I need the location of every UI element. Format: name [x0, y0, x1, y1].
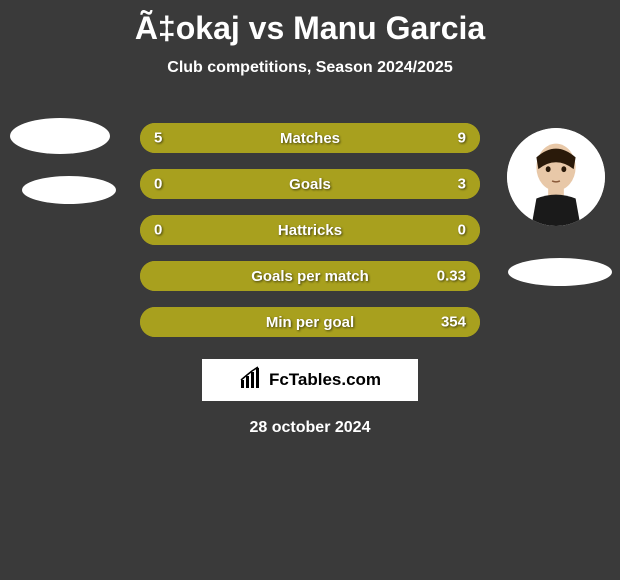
stat-label: Goals per match — [251, 268, 369, 285]
stat-row: 5 Matches 9 — [140, 123, 480, 153]
date-text: 28 october 2024 — [0, 419, 620, 437]
stat-label: Goals — [289, 176, 331, 193]
stat-value-right: 3 — [458, 176, 466, 193]
stat-row: Goals per match 0.33 — [140, 261, 480, 291]
comparison-title: Ã‡okaj vs Manu Garcia — [0, 0, 620, 47]
stat-value-left: 0 — [154, 222, 162, 239]
stat-row: Min per goal 354 — [140, 307, 480, 337]
stat-value-right: 0.33 — [437, 268, 466, 285]
stat-label: Hattricks — [278, 222, 342, 239]
stat-value-left: 0 — [154, 176, 162, 193]
stat-row: 0 Hattricks 0 — [140, 215, 480, 245]
player-right-avatar — [507, 128, 605, 226]
brand-text: FcTables.com — [269, 370, 381, 390]
stat-label: Min per goal — [266, 314, 354, 331]
stat-row: 0 Goals 3 — [140, 169, 480, 199]
comparison-subtitle: Club competitions, Season 2024/2025 — [0, 59, 620, 77]
brand-box[interactable]: FcTables.com — [202, 359, 418, 401]
chart-icon — [239, 366, 263, 395]
player-right-badge — [508, 258, 612, 286]
player-left-badge — [22, 176, 116, 204]
stat-value-right: 0 — [458, 222, 466, 239]
stat-label: Matches — [280, 130, 340, 147]
stat-value-right: 354 — [441, 314, 466, 331]
stat-value-right: 9 — [458, 130, 466, 147]
stat-value-left: 5 — [154, 130, 162, 147]
player-left-avatar — [10, 118, 110, 154]
